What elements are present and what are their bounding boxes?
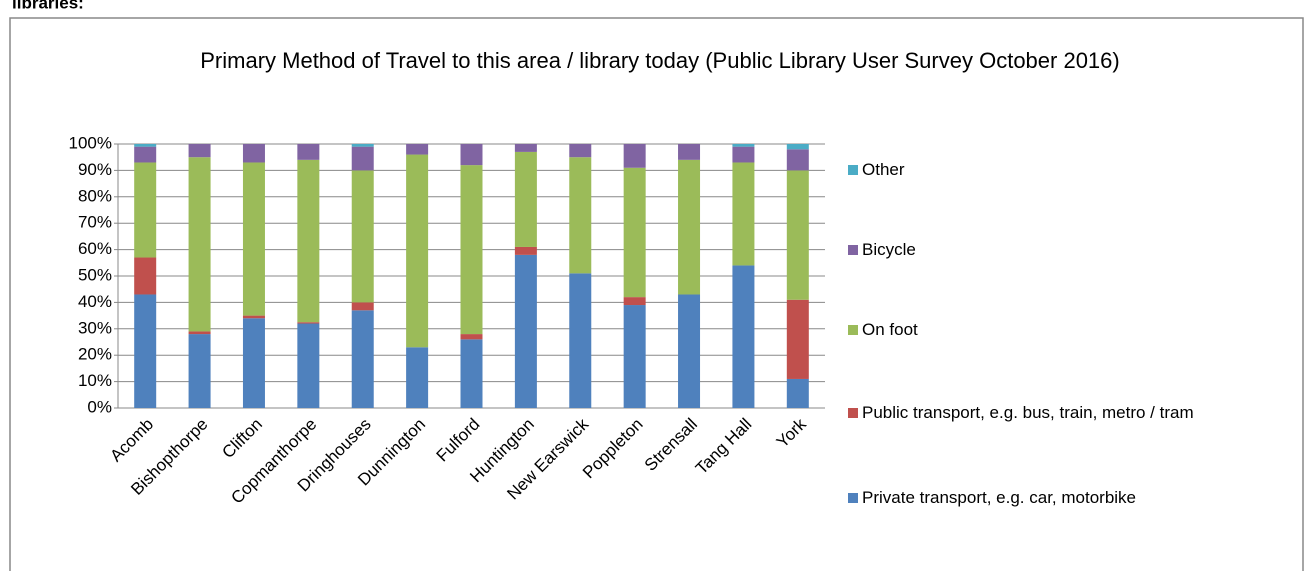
bar-segment — [297, 159, 320, 323]
bar-segment — [134, 146, 157, 163]
bar-segment — [188, 144, 211, 158]
bar-segment — [786, 170, 809, 300]
bar-segment — [297, 322, 320, 324]
bar-segment — [786, 378, 809, 408]
y-tick-label: 100% — [69, 133, 112, 152]
bar-segment — [623, 167, 646, 298]
legend-item: Other — [848, 155, 1248, 185]
bar-segment — [623, 297, 646, 306]
bar-segment — [678, 159, 701, 295]
bar-segment — [134, 162, 157, 258]
legend-label: Public transport, e.g. bus, train, metro… — [862, 403, 1194, 422]
bar-segment — [188, 334, 211, 408]
bar-segment — [514, 246, 537, 255]
chart-border — [9, 17, 1304, 571]
bar-segment — [351, 146, 374, 171]
bar-segment — [188, 157, 211, 332]
bar-segment — [242, 318, 265, 408]
legend-label: Other — [862, 160, 905, 179]
bar-segment — [406, 347, 429, 408]
bar-segment — [678, 144, 701, 160]
legend-swatch — [848, 165, 858, 175]
bar-segment — [732, 146, 755, 163]
bar-segment — [786, 299, 809, 379]
x-tick-label: Clifton — [218, 415, 266, 463]
bar-segment — [623, 305, 646, 408]
bar-segment — [569, 273, 592, 408]
bar-segment — [786, 149, 809, 171]
y-tick-label: 30% — [78, 318, 112, 337]
bar-segment — [514, 254, 537, 408]
bar-segment — [351, 302, 374, 311]
bar-segment — [678, 294, 701, 408]
bar-segment — [351, 310, 374, 408]
bar-segment — [406, 144, 429, 155]
legend-swatch — [848, 493, 858, 503]
bar-segment — [514, 144, 537, 152]
y-tick-label: 60% — [78, 239, 112, 258]
bar-segment — [460, 144, 483, 166]
y-tick-label: 10% — [78, 371, 112, 390]
legend-label: On foot — [862, 320, 918, 339]
legend-item: On foot — [848, 315, 1248, 345]
x-tick-label: Fulford — [433, 415, 484, 466]
y-tick-label: 0% — [87, 397, 112, 416]
bar-segment — [134, 294, 157, 408]
bar-segment — [188, 331, 211, 335]
legend-swatch — [848, 408, 858, 418]
bar-segment — [460, 165, 483, 335]
legend-label: Bicycle — [862, 240, 916, 259]
bar-segment — [623, 144, 646, 168]
bar-segment — [460, 339, 483, 408]
chart-title: Primary Method of Travel to this area / … — [200, 48, 1120, 73]
y-tick-label: 50% — [78, 265, 112, 284]
bar-segment — [786, 144, 809, 150]
y-tick-label: 70% — [78, 213, 112, 232]
y-tick-label: 80% — [78, 186, 112, 205]
bar-segment — [732, 162, 755, 266]
bar-segment — [351, 170, 374, 303]
legend-swatch — [848, 325, 858, 335]
y-tick-label: 90% — [78, 160, 112, 179]
x-tick-label: Acomb — [106, 415, 157, 466]
y-tick-label: 40% — [78, 292, 112, 311]
legend-item: Private transport, e.g. car, motorbike — [848, 483, 1288, 513]
bar-segment — [297, 323, 320, 408]
bar-segment — [569, 144, 592, 158]
bar-segment — [351, 144, 374, 147]
x-tick-label: Tang Hall — [692, 415, 756, 479]
heading: libraries: — [12, 0, 84, 12]
bar-segment — [514, 151, 537, 247]
bar-segment — [406, 154, 429, 348]
legend-label: Private transport, e.g. car, motorbike — [862, 488, 1137, 507]
bar-segment — [242, 144, 265, 163]
bar-segment — [460, 334, 483, 340]
bar-segment — [134, 257, 157, 295]
legend-swatch — [848, 245, 858, 255]
y-tick-label: 20% — [78, 345, 112, 364]
bar-segment — [242, 162, 265, 316]
bar-segment — [297, 144, 320, 160]
legend-item: Bicycle — [848, 235, 1248, 265]
bar-segment — [242, 315, 265, 319]
bar-segment — [732, 265, 755, 408]
bar-segment — [732, 144, 755, 147]
bar-segment — [569, 157, 592, 274]
x-tick-label: Poppleton — [579, 415, 647, 483]
x-tick-label: York — [773, 414, 810, 451]
bar-segment — [134, 144, 157, 147]
legend-item: Public transport, e.g. bus, train, metro… — [848, 398, 1228, 428]
